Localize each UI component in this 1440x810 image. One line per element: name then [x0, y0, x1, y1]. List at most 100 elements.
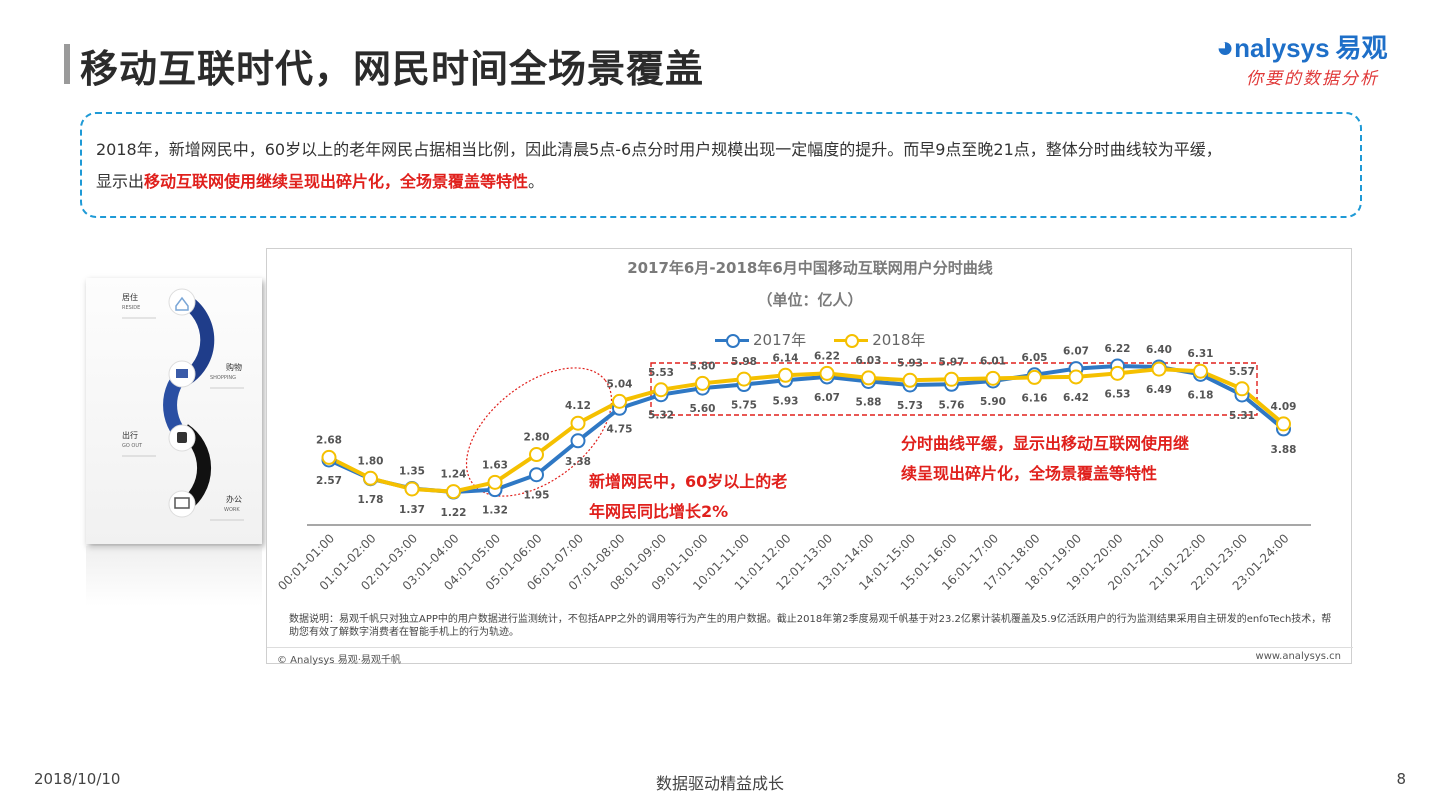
site-url: www.analysys.cn [1255, 651, 1341, 662]
legend-swatch-2017 [715, 333, 749, 348]
data-label-2017: 5.73 [897, 400, 923, 412]
data-label-2017: 5.88 [856, 396, 882, 408]
data-label-2018: 6.05 [1022, 352, 1048, 364]
footer-slogan: 数据驱动精益成长 [655, 774, 784, 793]
train-icon [177, 432, 187, 443]
data-label-2018: 4.09 [1271, 401, 1297, 413]
highlight-ellipse [465, 367, 613, 497]
copyright: © Analysys 易观·易观千帆 [277, 655, 401, 666]
data-point-1 [1193, 363, 1208, 379]
data-point-1 [446, 484, 461, 500]
summary-highlight: 移动互联网使用继续呈现出碎片化，全场景覆盖等特性 [144, 172, 529, 191]
data-label-2017: 5.93 [773, 395, 799, 407]
reside-en: RESIDE [122, 305, 140, 311]
data-label-2017: 5.60 [690, 403, 716, 415]
data-point-0 [529, 467, 544, 483]
logo-mark: ◕nalysys 易观 [1216, 28, 1388, 65]
brand-logo: ◕nalysys 易观 你要的数据分析 [1216, 26, 1406, 89]
data-label-2018: 5.98 [731, 356, 757, 368]
data-point-0 [570, 433, 586, 449]
data-point-1 [819, 365, 835, 381]
data-point-1 [778, 367, 793, 383]
data-label-2017: 6.18 [1188, 389, 1214, 401]
data-label-2017: 2.57 [316, 475, 342, 487]
frame-divider [267, 647, 1353, 648]
work-node [168, 490, 196, 518]
data-label-2018: 5.57 [1229, 366, 1255, 378]
data-label-2018: 6.40 [1146, 344, 1172, 356]
summary-text: 2018年，新增网民中，60岁以上的老年网民占据相当比例，因此清晨5点-6点分时… [96, 140, 1222, 159]
data-label-2017: 5.32 [648, 410, 674, 422]
data-point-1 [570, 415, 586, 431]
logo-brand-cn: 易观 [1335, 33, 1388, 63]
data-point-1 [1068, 369, 1084, 385]
data-point-1 [1110, 365, 1125, 381]
data-label-2017: 5.90 [980, 396, 1006, 408]
data-label-2017: 1.78 [358, 494, 384, 506]
chart-frame: 2.68 1.80 1.35 1.24 1.63 2.80 4.12 5.04 5.53 5.80… [266, 248, 1353, 666]
chart-unit: （单位：亿人） [757, 291, 863, 309]
data-label-2018: 6.01 [980, 355, 1006, 367]
data-point-1 [612, 393, 627, 409]
data-label-2018: 1.80 [358, 455, 384, 467]
monitor-icon [174, 497, 190, 509]
shopping-label: 购物 [226, 362, 242, 372]
data-point-1 [1027, 369, 1042, 385]
work-en: WORK [224, 507, 240, 513]
data-label-2017: 5.75 [731, 400, 757, 412]
title-accent-bar [64, 44, 70, 84]
data-label-2018: 6.03 [856, 355, 882, 367]
data-label-2017: 4.75 [607, 423, 633, 435]
data-point-1 [861, 370, 876, 386]
data-label-2018: 2.80 [524, 432, 550, 444]
logo-slogan: 你要的数据分析 [1246, 69, 1379, 89]
footer-date: 2018/10/10 [34, 770, 121, 788]
annotation-flat-line1: 分时曲线平缓，显示出移动互联网使用继 [901, 434, 1190, 453]
data-label-2017: 6.07 [814, 392, 840, 404]
annotation-elderly: 新增网民中，60岁以上的老 年网民同比增长2% [589, 467, 787, 527]
data-label-2018: 6.22 [1105, 343, 1131, 355]
data-point-1 [944, 371, 959, 387]
page-number: 8 [1396, 770, 1406, 788]
data-label-2018: 5.53 [648, 367, 674, 379]
summary-box: 2018年，新增网民中，60岁以上的老年网民占据相当比例，因此清晨5点-6点分时… [80, 112, 1362, 218]
data-label-2018: 5.97 [939, 356, 965, 368]
data-point-1 [487, 474, 503, 490]
data-point-1 [1234, 381, 1250, 397]
data-point-1 [985, 370, 1001, 386]
shopping-en: SHOPPING [210, 375, 236, 381]
data-label-2017: 6.49 [1146, 384, 1172, 396]
data-label-2017: 1.37 [399, 504, 425, 516]
legend-swatch-2018 [834, 333, 869, 348]
data-label-2018: 2.68 [316, 434, 342, 446]
data-label-2018: 6.22 [814, 350, 840, 362]
data-point-1 [1276, 416, 1291, 432]
goout-en: GO OUT [122, 443, 143, 449]
data-label-2017: 1.95 [524, 490, 550, 502]
chart-title: 2017年6月-2018年6月中国移动互联网用户分时曲线 [627, 259, 993, 277]
data-point-1 [1151, 361, 1167, 377]
data-footnote: 数据说明：易观千帆只对独立APP中的用户数据进行监测统计，不包括APP之外的调用… [289, 614, 1332, 638]
annotation-flat: 分时曲线平缓，显示出移动互联网使用继 续呈现出碎片化，全场景覆盖等特性 [901, 429, 1189, 489]
data-label-2018: 1.63 [482, 459, 508, 471]
annotation-flat-line2: 续呈现出碎片化，全场景覆盖等特性 [901, 464, 1158, 483]
data-label-2018: 1.24 [441, 469, 467, 481]
data-point-1 [653, 382, 669, 398]
annotation-elderly-line2: 年网民同比增长2% [589, 502, 729, 521]
data-point-1 [363, 470, 378, 486]
legend-label-2018: 2018年 [872, 331, 926, 349]
data-label-2018: 4.12 [565, 400, 591, 412]
data-point-1 [736, 371, 752, 387]
data-label-2017: 5.31 [1229, 410, 1255, 422]
data-label-2018: 5.04 [607, 378, 633, 390]
goout-label: 出行 [122, 430, 138, 440]
legend-item-2018: 2018年 [834, 329, 925, 350]
line-chart: 2.68 1.80 1.35 1.24 1.63 2.80 4.12 5.04 5.53 5.80… [275, 343, 1311, 593]
data-label-2017: 6.16 [1022, 392, 1048, 404]
reside-node [168, 288, 196, 316]
house-icon [175, 296, 189, 311]
data-label-2017: 6.53 [1105, 388, 1131, 400]
data-point-1 [404, 481, 420, 497]
page-title: 移动互联时代，网民时间全场景覆盖 [80, 47, 705, 91]
data-label-2018: 1.35 [399, 465, 425, 477]
